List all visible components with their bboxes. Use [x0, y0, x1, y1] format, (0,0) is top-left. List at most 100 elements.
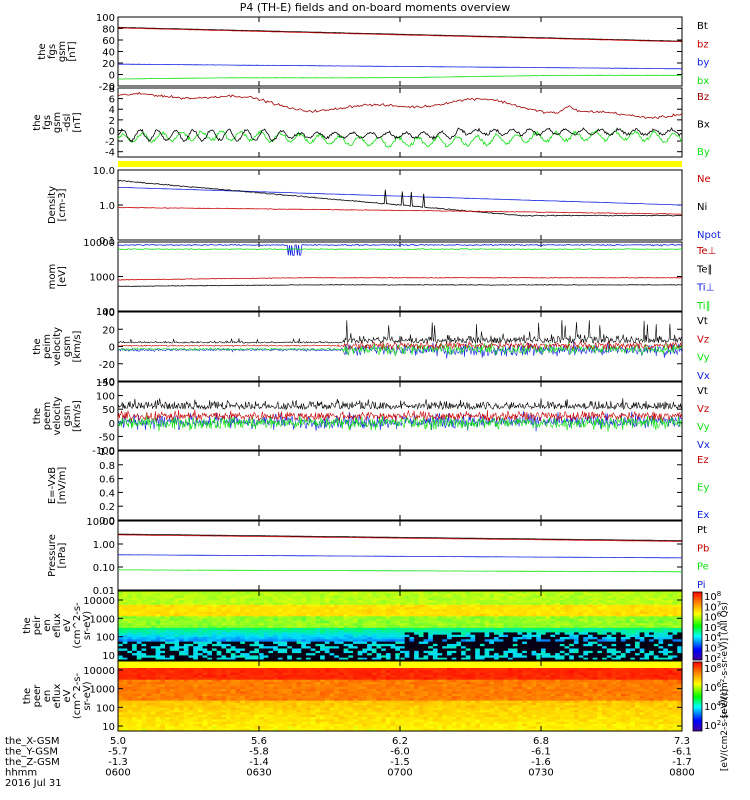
spectrogram-cell-peir	[296, 627, 302, 631]
spectrogram-cell-peir	[212, 641, 218, 645]
spectrogram-cell-peer	[183, 724, 190, 727]
spectrogram-cell-peir	[197, 641, 204, 645]
spectrogram-cell-peir	[597, 607, 603, 610]
spectrogram-cell-peir	[353, 653, 359, 656]
spectrogram-cell-peir	[254, 616, 260, 620]
spectrogram-cell-peir	[602, 639, 608, 643]
spectrogram-cell-peir	[658, 643, 664, 647]
spectrogram-cell-peir	[287, 648, 293, 652]
spectrogram-cell-peir	[672, 591, 678, 594]
spectrogram-cell-peer	[165, 705, 171, 709]
spectrogram-cell-peir	[550, 620, 556, 624]
spectrogram-cell-peir	[268, 630, 274, 633]
spectrogram-cell-peir	[310, 602, 316, 606]
spectrogram-cell-peir	[456, 595, 462, 599]
spectrogram-cell-peir	[221, 618, 227, 622]
spectrogram-cell-peir	[498, 591, 504, 594]
spectrogram-cell-peir	[188, 637, 194, 640]
spectrogram-cell-peer	[216, 703, 222, 706]
spectrogram-cell-peir	[259, 625, 265, 629]
spectrogram-cell-peir	[179, 655, 185, 659]
spectrogram-cell-peir	[207, 637, 213, 640]
spectrogram-cell-peir	[635, 591, 641, 594]
spectrogram-cell-peer	[226, 677, 232, 681]
spectrogram-cell-peir	[226, 637, 232, 640]
legend-fgs_dsl-Bx: Bx	[697, 120, 710, 131]
spectrogram-cell-peir	[400, 607, 406, 610]
spectrogram-cell-peer	[193, 726, 199, 730]
spectrogram-cell-peir	[320, 600, 326, 604]
spectrogram-cell-peir	[367, 591, 373, 594]
spectrogram-cell-peir	[169, 597, 175, 601]
spectrogram-cell-peir	[404, 604, 410, 608]
spectrogram-cell-peir	[437, 618, 443, 622]
spectrogram-cell-peir	[226, 643, 232, 647]
spectrogram-cell-peir	[475, 593, 481, 597]
spectrogram-cell-peir	[273, 630, 279, 633]
spectrogram-cell-peir	[320, 607, 326, 610]
spectrogram-cell-peir	[277, 639, 284, 643]
spectrogram-cell-peir	[498, 632, 504, 636]
spectrogram-cell-peir	[512, 593, 519, 597]
spectrogram-cell-peir	[169, 634, 175, 638]
spectrogram-cell-peir	[573, 634, 580, 638]
spectrogram-cell-peir	[479, 650, 486, 654]
spectrogram-cell-peir	[306, 632, 312, 636]
spectrogram-cell-peer	[216, 691, 222, 695]
spectrogram-cell-peir	[249, 655, 255, 659]
spectrogram-cell-peir	[160, 648, 166, 652]
spectrogram-cell-peer	[169, 686, 175, 690]
spectrogram-cell-peer	[226, 717, 232, 720]
spectrogram-cell-peir	[611, 593, 617, 597]
spectrogram-cell-peir	[146, 625, 152, 629]
spectrogram-cell-peir	[418, 609, 425, 613]
spectrogram-cell-peer	[254, 677, 260, 681]
spectrogram-cell-peir	[188, 657, 194, 661]
spectrogram-cell-peir	[183, 607, 190, 610]
spectrogram-cell-peir	[268, 623, 274, 627]
spectrogram-cell-peir	[677, 609, 683, 613]
spectrogram-cell-peir	[555, 630, 561, 633]
spectrogram-cell-peir	[249, 593, 255, 597]
spectrogram-cell-peir	[296, 609, 302, 613]
spectrogram-cell-peir	[475, 657, 481, 661]
spectrogram-cell-peer	[197, 698, 204, 702]
spectrogram-cell-peir	[343, 655, 349, 659]
spectrogram-cell-peir	[230, 618, 237, 622]
spectrogram-cell-peir	[183, 595, 190, 599]
spectrogram-cell-peer	[277, 703, 284, 706]
spectrogram-cell-peir	[583, 627, 589, 631]
spectrogram-cell-peir	[461, 597, 467, 601]
spectrogram-cell-peir	[649, 643, 655, 647]
spectrogram-cell-peer	[122, 686, 128, 690]
spectrogram-cell-peir	[338, 607, 345, 610]
spectrogram-cell-peir	[526, 602, 533, 606]
spectrogram-cell-peir	[146, 650, 152, 654]
spectrogram-cell-peir	[484, 655, 490, 659]
spectrogram-cell-peir	[526, 616, 533, 620]
spectrogram-cell-peir	[620, 627, 627, 631]
spectrogram-cell-peir	[338, 657, 345, 661]
spectrogram-cell-peir	[395, 643, 401, 647]
spectrogram-cell-peir	[442, 591, 448, 594]
spectrogram-cell-peir	[470, 632, 476, 636]
spectrogram-cell-peir	[371, 604, 378, 608]
spectrogram-cell-peir	[216, 597, 222, 601]
spectrogram-cell-peir	[179, 653, 185, 656]
spectrogram-cell-peir	[277, 630, 284, 633]
spectrogram-cell-peir	[545, 655, 551, 659]
spectrogram-cell-peir	[602, 632, 608, 636]
spectrogram-cell-peir	[635, 600, 641, 604]
spectrogram-cell-peir	[202, 597, 208, 601]
spectrogram-cell-peer	[127, 675, 133, 678]
spectrogram-cell-peir	[230, 600, 237, 604]
spectrogram-cell-peir	[569, 650, 575, 654]
spectrogram-cell-peir	[541, 625, 547, 629]
spectrogram-cell-peer	[169, 728, 175, 732]
spectrogram-cell-peir	[522, 641, 528, 645]
spectrogram-cell-peir	[174, 639, 180, 643]
spectrogram-cell-peir	[479, 593, 486, 597]
spectrogram-cell-peir	[268, 657, 274, 661]
spectrogram-cell-peir	[329, 620, 335, 624]
spectrogram-cell-peir	[212, 630, 218, 633]
